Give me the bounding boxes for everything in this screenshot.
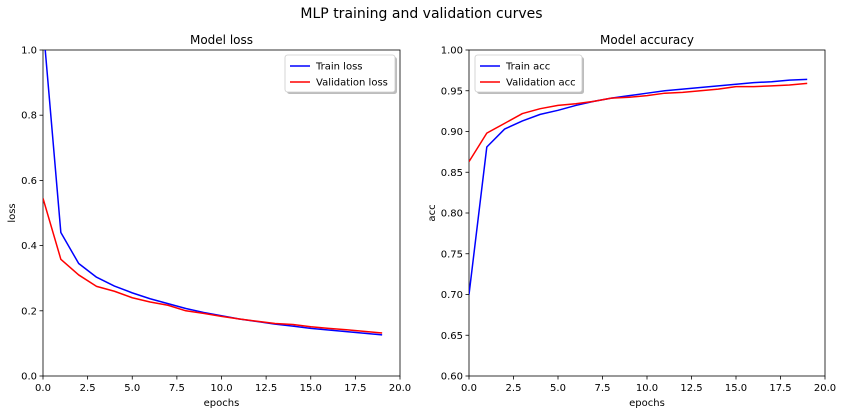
loss-x-tick-label: 12.5 <box>255 383 277 394</box>
accuracy-x-tick-label: 20.0 <box>814 383 836 394</box>
accuracy-x-tick-label: 5.0 <box>550 383 566 394</box>
accuracy-legend-label: Train acc <box>505 62 550 73</box>
loss-y-tick-label: 0.0 <box>21 372 37 383</box>
loss-legend-label: Train loss <box>315 62 363 73</box>
accuracy-y-tick-label: 0.80 <box>441 209 463 220</box>
accuracy-x-axis-label: epochs <box>629 398 665 409</box>
loss-y-tick-label: 0.2 <box>21 306 37 317</box>
accuracy-y-tick-label: 0.60 <box>441 372 463 383</box>
loss-x-tick-label: 2.5 <box>80 383 96 394</box>
loss-x-tick-label: 7.5 <box>169 383 185 394</box>
loss-x-tick-label: 17.5 <box>344 383 366 394</box>
loss-chart-title: Model loss <box>190 33 253 47</box>
loss-chart: Model loss 0.0 2.5 5.0 7.5 10.0 12.5 15.0 17.5 20… <box>7 33 411 409</box>
figure-suptitle: MLP training and validation curves <box>300 6 542 22</box>
accuracy-x-tick-label: 7.5 <box>595 383 611 394</box>
accuracy-y-tick-label: 0.70 <box>441 290 463 301</box>
accuracy-chart: Model accuracy 0.0 2.5 5.0 7.5 10.0 12.5 15.0 17… <box>427 33 836 409</box>
loss-x-tick-label: 0.0 <box>35 383 51 394</box>
accuracy-y-axis-label: acc <box>427 204 438 221</box>
loss-y-tick-label: 1.0 <box>21 46 37 57</box>
accuracy-y-tick-label: 0.65 <box>441 331 463 342</box>
accuracy-x-tick-label: 12.5 <box>680 383 702 394</box>
accuracy-x-tick-label: 10.0 <box>636 383 658 394</box>
loss-x-tick-label: 20.0 <box>389 383 411 394</box>
train-loss-line <box>44 50 383 336</box>
loss-y-tick-label: 0.6 <box>21 176 37 187</box>
validation-acc-line <box>469 82 808 163</box>
accuracy-legend: Train acc Validation acc <box>474 54 584 94</box>
loss-y-axis-label: loss <box>7 203 18 222</box>
accuracy-x-tick-label: 0.0 <box>461 383 477 394</box>
accuracy-x-tick-label: 15.0 <box>725 383 747 394</box>
accuracy-legend-label: Validation acc <box>506 78 576 89</box>
accuracy-y-tick-label: 1.00 <box>441 46 463 57</box>
accuracy-x-tick-label: 2.5 <box>506 383 522 394</box>
loss-legend: Train loss Validation loss <box>284 54 397 94</box>
loss-x-axis-label: epochs <box>204 398 240 409</box>
train-acc-line <box>469 78 808 295</box>
loss-x-tick-label: 10.0 <box>210 383 232 394</box>
loss-legend-box <box>284 54 396 93</box>
loss-x-tick-label: 15.0 <box>300 383 322 394</box>
accuracy-y-tick-label: 0.90 <box>441 127 463 138</box>
accuracy-x-tick-label: 17.5 <box>769 383 791 394</box>
loss-x-tick-label: 5.0 <box>124 383 140 394</box>
accuracy-y-tick-label: 0.75 <box>441 249 463 260</box>
accuracy-chart-title: Model accuracy <box>600 33 694 47</box>
accuracy-y-tick-label: 0.95 <box>441 86 463 97</box>
accuracy-legend-box <box>474 54 583 93</box>
accuracy-y-tick-label: 0.85 <box>441 168 463 179</box>
loss-legend-label: Validation loss <box>316 78 388 89</box>
validation-loss-line <box>43 198 383 334</box>
loss-y-tick-label: 0.4 <box>21 241 37 252</box>
loss-y-tick-label: 0.8 <box>21 111 37 122</box>
